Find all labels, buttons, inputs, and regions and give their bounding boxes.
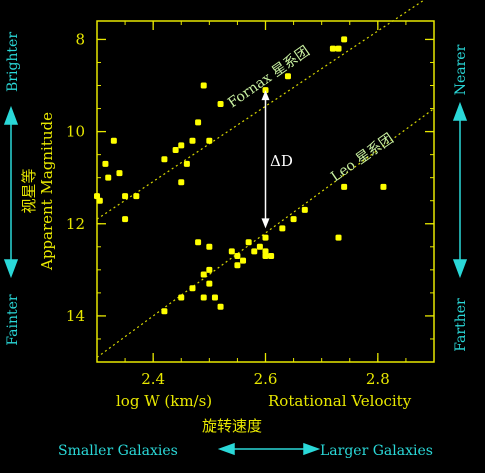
data-point-leo: [251, 248, 258, 255]
delta-arrow-head-top: [261, 90, 270, 101]
left-vertical-arrow: [3, 105, 19, 279]
delta-distance-arrow: [261, 90, 270, 229]
data-point-fornax: [284, 73, 291, 80]
data-point-fornax: [217, 100, 224, 107]
data-point-fornax: [341, 36, 348, 43]
data-point-fornax: [172, 147, 179, 154]
data-point-leo: [262, 253, 269, 260]
y-axis-label-cn: 视星等: [20, 168, 38, 213]
delta-arrow-head-bottom: [261, 218, 270, 229]
bottom-horizontal-arrow: [217, 442, 321, 456]
data-point-fornax: [329, 45, 336, 52]
data-point-leo: [195, 239, 202, 246]
data-points: [94, 36, 387, 315]
data-point-fornax: [102, 160, 109, 167]
data-point-fornax: [133, 193, 140, 200]
x-tick-label: 2.4: [141, 370, 165, 388]
data-point-fornax: [122, 193, 129, 200]
y-axis-label: Apparent Magnitude: [38, 112, 56, 271]
x-tick-label: 2.6: [254, 370, 278, 388]
y-tick-label: 10: [66, 123, 85, 141]
data-point-leo: [211, 294, 218, 301]
data-point-fornax: [105, 174, 112, 181]
right-vertical-arrow: [452, 101, 468, 279]
data-point-fornax: [178, 142, 185, 149]
data-point-leo: [189, 285, 196, 292]
x-axis-label-right: Rotational Velocity: [268, 392, 412, 410]
data-point-fornax: [189, 137, 196, 144]
y-tick-label: 14: [66, 307, 85, 325]
data-point-fornax: [206, 137, 213, 144]
y-tick-label: 12: [66, 215, 85, 233]
axis-tick-labels: 2.4 2.6 2.8 8 10 12 14: [66, 30, 390, 388]
data-point-leo: [228, 248, 235, 255]
data-point-leo: [301, 206, 308, 213]
data-point-leo: [240, 257, 247, 264]
data-point-leo: [206, 243, 213, 250]
data-point-fornax: [195, 119, 202, 126]
brighter-label: Brighter: [5, 32, 21, 92]
smaller-galaxies-label: Smaller Galaxies: [58, 443, 178, 459]
data-point-leo: [262, 234, 269, 241]
larger-galaxies-label: Larger Galaxies: [320, 443, 433, 459]
axis-ticks: [96, 21, 435, 363]
farther-label: Farther: [453, 298, 469, 352]
data-point-leo: [268, 253, 275, 260]
data-point-leo: [256, 243, 263, 250]
delta-label: ΔD: [270, 152, 293, 170]
data-point-fornax: [200, 82, 207, 89]
data-point-leo: [234, 262, 241, 269]
data-point-leo: [161, 308, 168, 315]
data-point-fornax: [94, 193, 100, 200]
data-point-leo: [206, 266, 213, 273]
x-tick-label: 2.8: [366, 370, 390, 388]
data-point-fornax: [96, 197, 103, 204]
data-point-leo: [290, 216, 297, 223]
data-point-fornax: [116, 170, 123, 177]
fainter-label: Fainter: [5, 294, 21, 346]
data-point-leo: [200, 294, 207, 301]
data-point-leo: [217, 303, 224, 310]
data-point-leo: [380, 183, 387, 190]
nearer-label: Nearer: [453, 44, 469, 95]
data-point-leo: [200, 271, 207, 278]
data-point-fornax: [178, 179, 185, 186]
data-point-fornax: [161, 156, 168, 163]
data-point-fornax: [335, 45, 342, 52]
data-point-fornax: [122, 216, 129, 223]
data-point-leo: [341, 183, 348, 190]
y-tick-label: 8: [75, 30, 85, 48]
data-point-leo: [279, 225, 286, 232]
data-point-leo: [206, 280, 213, 287]
x-axis-label-cn: 旋转速度: [202, 417, 262, 435]
x-axis-label: log W (km/s): [116, 392, 212, 410]
data-point-fornax: [110, 137, 117, 144]
data-point-leo: [335, 234, 342, 241]
data-point-leo: [234, 253, 241, 260]
data-point-fornax: [183, 160, 190, 167]
data-point-leo: [178, 294, 185, 301]
data-point-leo: [262, 248, 269, 255]
data-point-leo: [245, 239, 252, 246]
